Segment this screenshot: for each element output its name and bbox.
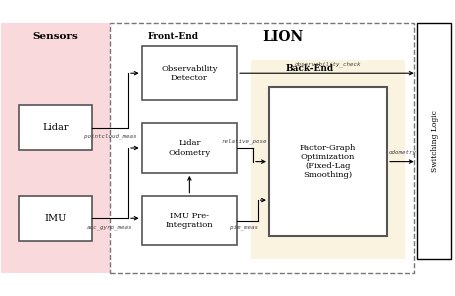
Text: IMU: IMU [44, 214, 66, 223]
Text: Back-End: Back-End [285, 64, 333, 73]
Bar [250, 59, 404, 259]
Text: Lidar
Odometry: Lidar Odometry [168, 139, 210, 157]
Bar [110, 23, 414, 273]
Text: odometry: odometry [388, 150, 416, 155]
Text: Observability
Detector: Observability Detector [161, 65, 217, 82]
Text: LION: LION [261, 30, 303, 44]
Bar [142, 123, 237, 173]
Text: Factor-Graph
Optimization
(Fixed-Lag
Smoothing): Factor-Graph Optimization (Fixed-Lag Smo… [299, 144, 355, 179]
Bar [268, 87, 386, 237]
Text: Switching Logic: Switching Logic [430, 110, 438, 172]
Bar [142, 196, 237, 245]
Text: IMU Pre-
Integration: IMU Pre- Integration [165, 212, 212, 229]
Text: Front-End: Front-End [147, 33, 198, 41]
Bar [1, 23, 110, 273]
Text: relative_pose: relative_pose [221, 139, 266, 144]
Text: pim_meas: pim_meas [229, 224, 258, 230]
Text: Lidar: Lidar [42, 123, 68, 132]
Text: pointcloud_meas: pointcloud_meas [83, 134, 136, 139]
Bar [142, 46, 237, 100]
Text: acc_gyro_meas: acc_gyro_meas [87, 225, 132, 230]
Text: Sensors: Sensors [32, 33, 78, 41]
Text: observability_check: observability_check [294, 61, 360, 67]
Bar [19, 105, 91, 150]
Bar [19, 196, 91, 241]
Bar [416, 23, 450, 259]
